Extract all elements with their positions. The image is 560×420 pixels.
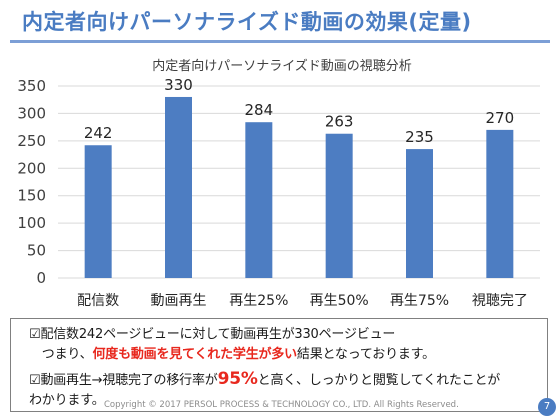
title-underline bbox=[10, 40, 550, 43]
note-line-1: ☑配信数242ページビューに対して動画再生が330ページビュー bbox=[29, 327, 396, 342]
category-label: 視聴完了 bbox=[472, 293, 528, 309]
note-highlight-rate: 95% bbox=[217, 369, 258, 389]
note-line-4: わかります。 bbox=[29, 393, 105, 408]
y-axis-ticks: 0 50 100 150 200 250 300 350 bbox=[17, 77, 46, 287]
y-tick-label: 350 bbox=[17, 77, 46, 95]
bar-chart: 内定者向けパーソナライズド動画の視聴分析 0 50 100 150 200 250 300 3… bbox=[17, 58, 540, 309]
page-number: 7 bbox=[538, 398, 556, 416]
data-label: 330 bbox=[164, 76, 193, 94]
y-tick-label: 50 bbox=[27, 242, 46, 260]
gridlines bbox=[58, 85, 540, 279]
y-tick-label: 200 bbox=[17, 159, 46, 177]
category-label: 再生75% bbox=[390, 293, 449, 309]
note-line-3-prefix: ☑動画再生→視聴完了の移行率が bbox=[29, 373, 218, 388]
y-tick-label: 150 bbox=[17, 187, 46, 205]
data-label: 242 bbox=[84, 124, 113, 142]
bar bbox=[486, 129, 514, 278]
x-axis-categories: 配信数 動画再生 再生25% 再生50% 再生75% 視聴完了 bbox=[77, 293, 528, 309]
y-tick-label: 300 bbox=[17, 104, 46, 122]
chart-title: 内定者向けパーソナライズド動画の視聴分析 bbox=[152, 58, 412, 74]
y-tick-label: 0 bbox=[36, 269, 46, 287]
category-label: 動画再生 bbox=[151, 293, 207, 309]
slide-title: 内定者向けパーソナライズド動画の効果(定量) bbox=[22, 10, 472, 34]
category-label: 再生50% bbox=[310, 293, 369, 309]
note-line-3-suffix: と高く、しっかりと閲覧してくれたことが bbox=[257, 373, 501, 388]
notes-box: ☑配信数242ページビューに対して動画再生が330ページビュー つまり、何度も動… bbox=[10, 318, 548, 412]
note-line-2: つまり、何度も動画を見てくれた学生が多い結果となっております。 bbox=[29, 343, 435, 362]
bar bbox=[325, 133, 353, 278]
data-label: 263 bbox=[325, 113, 354, 131]
note-highlight-rewatch: 何度も動画を見てくれた学生が多い bbox=[92, 347, 297, 362]
bar bbox=[245, 122, 273, 278]
data-labels: 242 330 284 263 235 270 bbox=[84, 76, 514, 146]
note-line-2-suffix: 結果となっております。 bbox=[296, 347, 435, 362]
data-label: 270 bbox=[486, 109, 515, 127]
bar bbox=[406, 149, 433, 278]
data-label: 235 bbox=[405, 128, 434, 146]
note-line-3: ☑動画再生→視聴完了の移行率が95%と高く、しっかりと閲覧してくれたことが bbox=[29, 369, 500, 389]
bar bbox=[84, 145, 112, 278]
y-tick-label: 250 bbox=[17, 132, 46, 150]
bar bbox=[165, 96, 192, 278]
category-label: 再生25% bbox=[229, 293, 288, 309]
y-tick-label: 100 bbox=[17, 214, 46, 232]
data-label: 284 bbox=[245, 101, 274, 119]
note-line-2-prefix: つまり、 bbox=[29, 347, 93, 362]
copyright-footer: Copyright © 2017 PERSOL PROCESS & TECHNO… bbox=[104, 400, 459, 410]
bars bbox=[84, 96, 514, 278]
category-label: 配信数 bbox=[77, 293, 119, 309]
